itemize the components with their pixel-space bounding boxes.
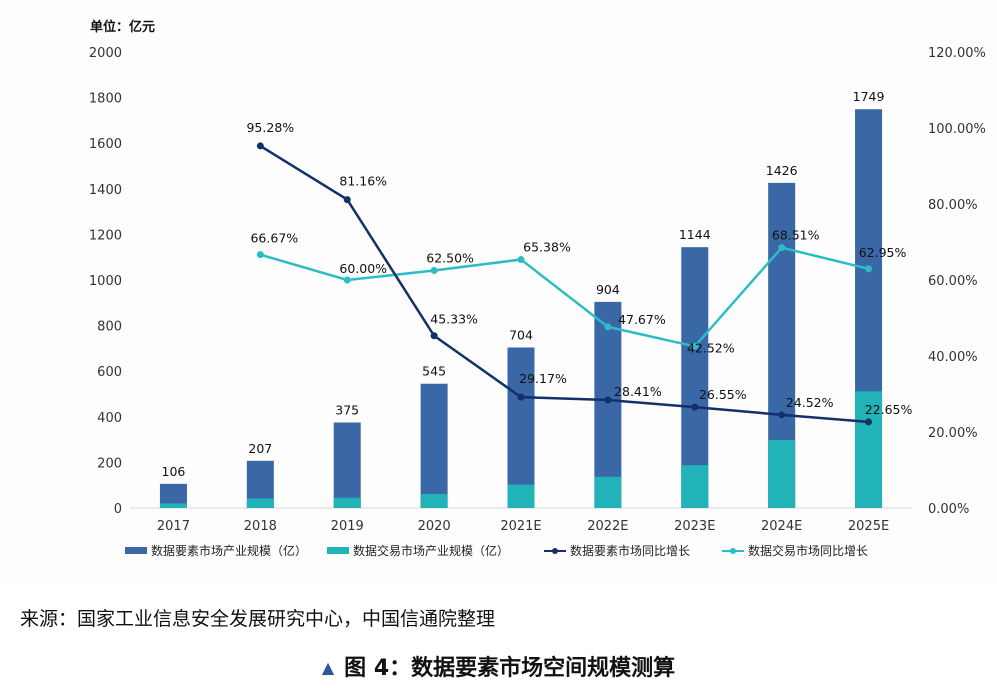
x-tick-label: 2017 (157, 519, 190, 534)
point-transaction-growth (256, 251, 264, 259)
market-growth-label: 26.55% (699, 387, 747, 402)
y-left-tick-label: 1000 (89, 274, 122, 289)
bar-industry-scale (507, 347, 535, 508)
point-transaction-growth (604, 323, 612, 331)
point-transaction-growth (691, 342, 699, 350)
y-left-tick-label: 0 (114, 502, 122, 517)
bar-transaction-scale (768, 440, 796, 508)
x-tick-label: 2020 (418, 519, 451, 534)
bar-industry-scale (333, 422, 361, 508)
y-right-tick-label: 80.00% (928, 198, 978, 213)
y-left-tick-label: 600 (97, 365, 122, 380)
transaction-growth-label: 62.50% (426, 251, 474, 266)
legend-market-growth-marker (552, 548, 558, 554)
bar-data-label: 1144 (679, 227, 711, 242)
y-left-tick-label: 2000 (89, 46, 122, 61)
transaction-growth-label: 66.67% (250, 231, 298, 246)
y-right-tick-label: 40.00% (928, 350, 978, 365)
market-growth-label: 29.17% (519, 371, 567, 386)
bar-data-label: 545 (422, 364, 446, 379)
bar-industry-scale (594, 301, 622, 508)
point-transaction-growth (517, 256, 525, 264)
bar-transaction-scale (246, 498, 274, 508)
x-tick-label: 2024E (761, 519, 802, 534)
legend-transaction-growth-text: 数据交易市场同比增长 (748, 543, 868, 558)
market-growth-label: 45.33% (430, 312, 478, 327)
y-left-tick-label: 800 (97, 320, 122, 335)
bar-data-label: 1426 (766, 163, 798, 178)
y-right-tick-label: 20.00% (928, 426, 978, 441)
bar-transaction-scale (681, 465, 709, 508)
transaction-growth-label: 65.38% (523, 240, 571, 255)
x-tick-label: 2025E (848, 519, 889, 534)
y-left-tick-label: 1400 (89, 183, 122, 198)
y-right-tick-label: 0.00% (928, 502, 969, 517)
caption-text: 图 4：数据要素市场空间规模测算 (344, 656, 676, 681)
point-market-growth (778, 411, 786, 419)
x-tick-label: 2021E (500, 519, 541, 534)
unit-label: 单位：亿元 (90, 20, 156, 35)
line-transaction-growth (259, 246, 869, 348)
point-market-growth (865, 418, 873, 426)
bar-transaction-scale (420, 493, 448, 508)
y-right-tick-label: 60.00% (928, 274, 978, 289)
bar-data-label: 106 (162, 464, 186, 479)
y-right-tick-label: 120.00% (928, 46, 986, 61)
bar-industry-scale (681, 247, 709, 508)
triangle-icon: ▲ (321, 658, 335, 677)
source-note: 来源：国家工业信息安全发展研究中心，中国信通院整理 (20, 608, 496, 630)
point-market-growth (430, 332, 438, 340)
bar-transaction-scale (507, 484, 535, 508)
x-tick-label: 2022E (587, 519, 628, 534)
point-market-growth (604, 396, 612, 404)
bar-data-label: 375 (335, 403, 359, 418)
y-left-tick-label: 1600 (89, 137, 122, 152)
transaction-growth-label: 42.52% (687, 340, 735, 355)
point-market-growth (691, 403, 699, 411)
legend-market-growth-text: 数据要素市场同比增长 (570, 543, 690, 558)
market-growth-label: 24.52% (786, 395, 834, 410)
market-growth-label: 22.65% (865, 402, 913, 417)
point-market-growth (517, 393, 525, 401)
bar-data-label: 1749 (853, 89, 885, 104)
bar-data-label: 207 (248, 441, 272, 456)
chart-svg: 0 200 400 600 800 1000 1200 1400 1600 1800 2000 0.0… (89, 46, 986, 558)
legend-industry-scale-swatch (125, 547, 147, 554)
bar-transaction-scale (159, 503, 187, 508)
legend-transaction-growth-marker (730, 548, 736, 554)
y-left-tick-label: 200 (97, 456, 122, 471)
point-market-growth (256, 142, 264, 150)
point-transaction-growth (430, 267, 438, 274)
x-tick-label: 2023E (674, 519, 715, 534)
bar-transaction-scale (855, 391, 883, 508)
transaction-growth-label: 62.95% (859, 245, 907, 260)
figure-caption: ▲ 图 4：数据要素市场空间规模测算 (0, 650, 997, 682)
legend-industry-scale-text: 数据要素市场产业规模（亿） (151, 543, 307, 558)
y-right-tick-label: 100.00% (928, 122, 986, 137)
bar-transaction-scale (333, 497, 361, 508)
transaction-growth-label: 60.00% (339, 261, 387, 276)
market-growth-label: 81.16% (339, 174, 387, 189)
y-left-tick-label: 400 (97, 411, 122, 426)
legend-transaction-scale-text: 数据交易市场产业规模（亿） (353, 543, 509, 558)
y-left-tick-label: 1800 (89, 92, 122, 107)
transaction-growth-label: 68.51% (772, 228, 820, 243)
transaction-growth-label: 47.67% (618, 312, 666, 327)
point-transaction-growth (865, 265, 873, 273)
bar-data-label: 704 (509, 327, 533, 342)
chart-panel: 单位：亿元 0 200 400 600 800 1000 1200 1400 1600 1800 2… (88, 20, 986, 558)
point-transaction-growth (343, 276, 351, 284)
market-growth-label: 28.41% (614, 384, 662, 399)
legend-transaction-scale-swatch (327, 547, 349, 554)
bar-transaction-scale (594, 476, 622, 508)
point-transaction-growth (778, 244, 786, 252)
line-market-growth (259, 144, 869, 424)
bar-data-label: 904 (596, 282, 620, 297)
point-market-growth (343, 196, 351, 204)
market-growth-label: 95.28% (246, 120, 294, 135)
x-tick-label: 2018 (244, 519, 277, 534)
bar-industry-scale (420, 383, 448, 508)
x-tick-label: 2019 (331, 519, 364, 534)
y-left-tick-label: 1200 (89, 228, 122, 243)
